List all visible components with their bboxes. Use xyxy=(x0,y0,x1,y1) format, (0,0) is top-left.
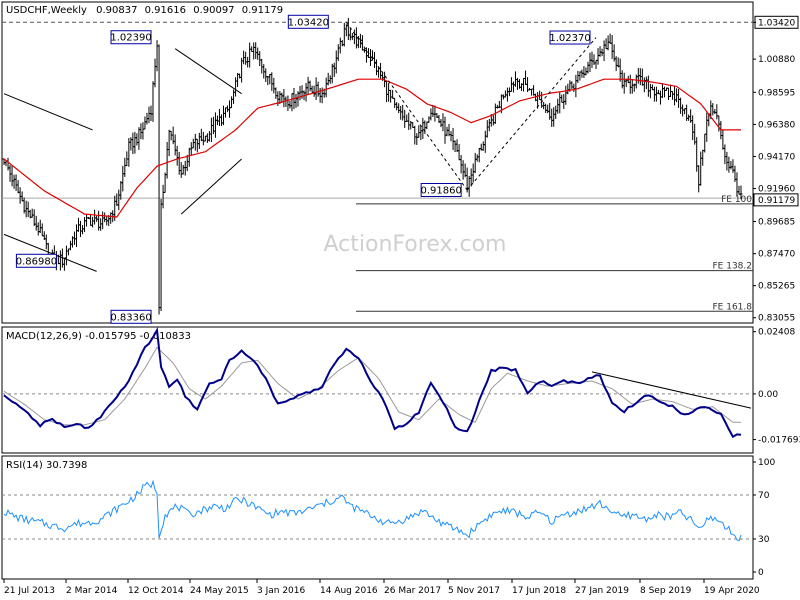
macd-tick-label: 0.00 xyxy=(758,390,778,400)
watermark-text: ActionForex.com xyxy=(324,232,507,257)
price-axis-ticks: 1.03420 1.00880 0.98595 0.96380 0.94170 0.919… xyxy=(753,15,799,324)
price-tick-label: 0.96380 xyxy=(758,120,795,130)
macd-panel-frame xyxy=(1,326,754,454)
rsi-tick-label: 30 xyxy=(758,535,770,545)
rsi-label: RSI(14) 30.7398 xyxy=(6,460,87,471)
price-bar xyxy=(739,185,743,200)
fib-level-label: FE 161.8 xyxy=(713,302,753,312)
trendline xyxy=(180,158,242,215)
annotation-label: 0.83360 xyxy=(110,312,151,323)
macd-tick-label: -0.017693 xyxy=(758,436,800,446)
price-panel-frame xyxy=(1,1,754,324)
trendline xyxy=(3,233,97,272)
annotation-box xyxy=(110,30,152,45)
time-tick-label: 3 Jan 2016 xyxy=(257,586,305,596)
rsi-tick-label: 0 xyxy=(758,568,764,578)
time-tick-label: 2 Mar 2014 xyxy=(66,586,118,596)
rsi-series: 100 70 30 0 xyxy=(2,458,775,578)
time-tick-label: 27 Jan 2019 xyxy=(575,586,629,596)
symbol-label: USDCHF,Weekly xyxy=(6,5,87,16)
price-series xyxy=(2,17,743,315)
annotation-label: 1.02370 xyxy=(549,33,590,44)
macd-series: 0.02408 0.00 -0.017693 xyxy=(2,326,800,446)
annotation-label: 1.03420 xyxy=(288,17,329,28)
current-price-box xyxy=(753,193,799,207)
price-tick-label: 0.83055 xyxy=(758,314,795,324)
price-annotation: 0.86980 xyxy=(15,253,57,268)
time-axis: 21 Jul 2013 2 Mar 2014 12 Oct 2014 24 May 2… xyxy=(3,579,760,596)
high-value: 0.91616 xyxy=(145,5,186,16)
time-tick-label: 5 Nov 2017 xyxy=(448,586,500,596)
price-tick-label: 0.94170 xyxy=(758,152,795,162)
macd-trendline xyxy=(591,371,752,409)
price-tick-label: 0.85265 xyxy=(758,282,795,292)
time-tick-label: 21 Jul 2013 xyxy=(4,586,55,596)
current-price-label: 0.91179 xyxy=(758,196,795,206)
rsi-panel-frame xyxy=(1,455,754,580)
price-annotation: 1.03420 xyxy=(287,14,329,29)
rsi-tick-label: 100 xyxy=(758,458,775,468)
price-annotation: 0.83360 xyxy=(110,309,152,324)
low-value: 0.90097 xyxy=(193,5,234,16)
trendline xyxy=(174,48,242,95)
price-tick-label: 1.00880 xyxy=(758,55,795,65)
macd-label: MACD(12,26,9) -0.015795 -0.010833 xyxy=(6,331,191,342)
macd-main-line xyxy=(3,326,742,439)
close-value: 0.91179 xyxy=(242,5,283,16)
price-annotations: 1.03420 1.02390 1.02370 0.91860 0.86980 0.833… xyxy=(3,14,597,324)
annotation-label: 0.91860 xyxy=(420,185,461,196)
open-value: 0.90837 xyxy=(96,5,137,16)
annotation-label: 1.02390 xyxy=(110,33,151,44)
annotation-box xyxy=(287,14,329,29)
annotation-box xyxy=(420,182,462,197)
macd-tick-label: 0.02408 xyxy=(758,328,795,338)
price-tick-label: 0.89685 xyxy=(758,218,795,228)
time-tick-label: 19 Apr 2020 xyxy=(704,586,760,596)
price-tick-label: 0.91960 xyxy=(758,185,795,195)
trendline xyxy=(3,93,93,131)
rsi-tick-label: 70 xyxy=(758,491,770,501)
annotation-label: 0.86980 xyxy=(16,256,57,267)
price-tick-label: 1.03420 xyxy=(758,18,795,28)
time-tick-label: 24 May 2015 xyxy=(190,586,249,596)
price-annotation: 0.91860 xyxy=(420,182,462,197)
annotation-box xyxy=(110,309,152,324)
annotation-box xyxy=(549,30,591,45)
price-annotation: 1.02390 xyxy=(110,30,152,45)
time-tick-label: 26 Mar 2017 xyxy=(384,586,441,596)
price-level-lines: FE 100 FE 138.2 FE 161.8 xyxy=(2,21,753,312)
price-annotation: 1.02370 xyxy=(549,30,591,45)
price-panel-title: USDCHF,Weekly 0.90837 0.91616 0.90097 0.… xyxy=(6,5,283,16)
fib-level-label: FE 100 xyxy=(721,195,752,205)
moving-average-line xyxy=(3,78,741,218)
time-tick-label: 17 Jun 2018 xyxy=(512,586,566,596)
time-tick-label: 8 Sep 2019 xyxy=(640,586,692,596)
time-tick-label: 12 Oct 2014 xyxy=(128,586,184,596)
fib-level-label: FE 138.2 xyxy=(713,262,753,272)
annotation-box xyxy=(15,253,57,268)
time-tick-label: 14 Aug 2016 xyxy=(320,586,378,596)
trendline xyxy=(345,22,468,191)
price-tick-label: 0.87470 xyxy=(758,250,795,260)
rsi-line xyxy=(3,479,742,542)
macd-signal-line xyxy=(3,346,741,426)
price-tick-label: 0.98595 xyxy=(758,88,795,98)
